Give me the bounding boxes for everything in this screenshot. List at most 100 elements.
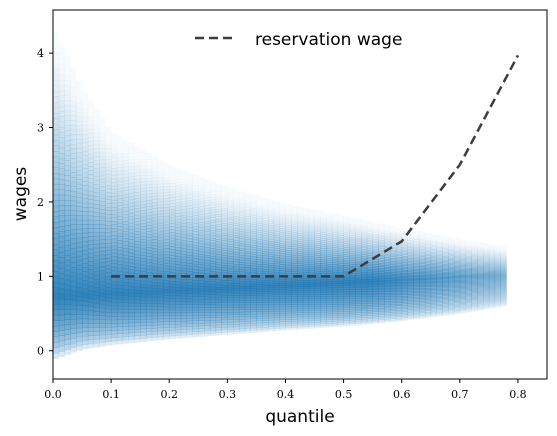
- density-cell: [157, 267, 164, 272]
- density-cell: [331, 221, 339, 224]
- density-cell: [256, 236, 263, 240]
- density-cell: [279, 240, 286, 244]
- density-cell: [407, 303, 414, 306]
- density-cell: [169, 255, 176, 259]
- density-cell: [180, 231, 188, 235]
- density-cell: [262, 313, 269, 317]
- density-cell: [105, 174, 112, 179]
- density-cell: [175, 295, 182, 299]
- density-cell: [192, 320, 199, 324]
- density-cell: [268, 238, 275, 242]
- density-cell: [494, 283, 501, 286]
- density-cell: [448, 309, 455, 312]
- density-cell: [58, 79, 66, 86]
- density-cell: [151, 174, 159, 179]
- density-cell: [471, 253, 478, 255]
- density-cell: [70, 286, 77, 292]
- density-cell: [151, 294, 159, 298]
- density-cell: [64, 95, 71, 101]
- density-cell: [337, 242, 344, 245]
- density-cell: [216, 184, 222, 187]
- density-cell: [88, 108, 94, 113]
- density-cell: [256, 311, 263, 315]
- density-cell: [262, 260, 269, 263]
- density-cell: [483, 271, 490, 274]
- density-cell: [442, 266, 449, 269]
- density-cell: [129, 150, 135, 154]
- density-cell: [157, 231, 164, 236]
- density-cell: [454, 278, 461, 281]
- density-cell: [209, 222, 217, 226]
- density-cell: [221, 260, 228, 264]
- density-cell: [448, 242, 455, 245]
- density-cell: [372, 259, 379, 262]
- density-cell: [122, 329, 129, 334]
- density-cell: [53, 298, 60, 305]
- density-cell: [82, 112, 89, 118]
- density-cell: [244, 321, 251, 324]
- density-cell: [180, 329, 188, 333]
- density-cell: [471, 251, 478, 254]
- density-cell: [233, 278, 240, 282]
- density-cell: [488, 280, 496, 283]
- density-cell: [250, 219, 257, 223]
- density-cell: [279, 325, 286, 329]
- density-cell: [209, 199, 217, 203]
- density-cell: [424, 297, 432, 300]
- density-cell: [64, 344, 71, 350]
- density-cell: [222, 186, 228, 189]
- density-cell: [82, 104, 88, 109]
- density-cell: [279, 276, 286, 280]
- density-cell: [204, 262, 211, 266]
- density-cell: [227, 204, 234, 208]
- density-cell: [372, 311, 379, 314]
- density-cell: [268, 249, 275, 253]
- density-cell: [169, 329, 176, 334]
- density-cell: [58, 335, 66, 342]
- density-cell: [204, 260, 211, 264]
- density-cell: [180, 298, 188, 302]
- density-cell: [209, 296, 217, 300]
- density-cell: [192, 263, 199, 267]
- density-cell: [390, 242, 397, 245]
- density-cell: [308, 218, 315, 222]
- density-cell: [366, 303, 374, 306]
- density-cell: [227, 304, 234, 308]
- density-cell: [140, 306, 147, 310]
- density-cell: [448, 294, 455, 296]
- density-cell: [250, 307, 257, 310]
- density-cell: [209, 232, 217, 236]
- density-cell: [483, 293, 490, 296]
- density-cell: [221, 329, 228, 333]
- density-cell: [175, 261, 182, 265]
- density-cell: [378, 274, 385, 277]
- density-cell: [116, 153, 124, 158]
- density-cell: [285, 306, 292, 310]
- density-cell: [134, 244, 141, 248]
- density-cell: [99, 159, 106, 164]
- density-cell: [308, 250, 315, 253]
- density-cell: [204, 218, 211, 222]
- density-cell: [238, 236, 246, 239]
- density-cell: [442, 298, 449, 300]
- density-cell: [372, 321, 379, 324]
- density-cell: [180, 237, 188, 241]
- density-cell: [494, 281, 501, 283]
- density-cell: [384, 241, 391, 244]
- density-cell: [233, 235, 240, 238]
- density-cell: [337, 237, 344, 240]
- density-cell: [204, 270, 211, 274]
- density-cell: [268, 256, 275, 259]
- density-cell: [262, 248, 269, 252]
- density-cell: [233, 288, 240, 291]
- density-cell: [238, 300, 246, 303]
- density-cell: [331, 228, 339, 231]
- density-cell: [401, 269, 408, 272]
- density-cell: [424, 256, 432, 259]
- density-cell: [53, 282, 60, 289]
- density-cell: [169, 272, 176, 276]
- density-cell: [227, 256, 234, 259]
- density-cell: [343, 236, 350, 239]
- density-cell: [157, 228, 164, 233]
